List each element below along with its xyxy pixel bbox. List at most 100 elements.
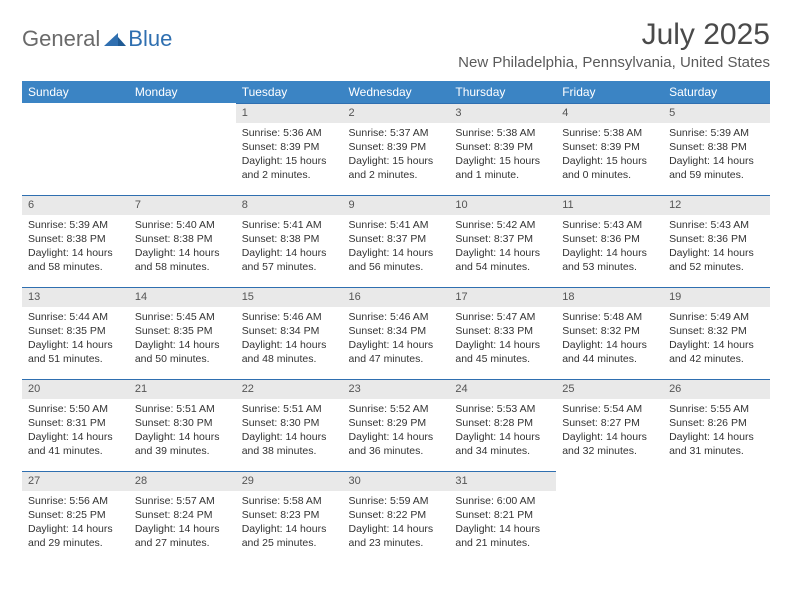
- sunset-text: Sunset: 8:36 PM: [562, 232, 657, 246]
- day-details: Sunrise: 5:53 AMSunset: 8:28 PMDaylight:…: [449, 399, 556, 465]
- sunset-text: Sunset: 8:34 PM: [242, 324, 337, 338]
- day-details: Sunrise: 5:39 AMSunset: 8:38 PMDaylight:…: [663, 123, 770, 189]
- sunset-text: Sunset: 8:39 PM: [242, 140, 337, 154]
- weekday-header: Tuesday: [236, 81, 343, 103]
- daylight-text-2: and 44 minutes.: [562, 352, 657, 366]
- day-details: Sunrise: 5:55 AMSunset: 8:26 PMDaylight:…: [663, 399, 770, 465]
- sunset-text: Sunset: 8:38 PM: [242, 232, 337, 246]
- day-number: 27: [22, 471, 129, 491]
- header: General Blue July 2025 New Philadelphia,…: [22, 18, 770, 71]
- daylight-text-1: Daylight: 14 hours: [135, 338, 230, 352]
- daylight-text-1: Daylight: 14 hours: [349, 430, 444, 444]
- day-number: 8: [236, 195, 343, 215]
- calendar-day-cell: 21Sunrise: 5:51 AMSunset: 8:30 PMDayligh…: [129, 379, 236, 471]
- daylight-text-2: and 38 minutes.: [242, 444, 337, 458]
- calendar-day-cell: .: [663, 471, 770, 563]
- daylight-text-2: and 32 minutes.: [562, 444, 657, 458]
- sunset-text: Sunset: 8:30 PM: [135, 416, 230, 430]
- sunset-text: Sunset: 8:21 PM: [455, 508, 550, 522]
- day-details: Sunrise: 6:00 AMSunset: 8:21 PMDaylight:…: [449, 491, 556, 557]
- daylight-text-2: and 56 minutes.: [349, 260, 444, 274]
- calendar-day-cell: 3Sunrise: 5:38 AMSunset: 8:39 PMDaylight…: [449, 103, 556, 195]
- day-details: Sunrise: 5:43 AMSunset: 8:36 PMDaylight:…: [663, 215, 770, 281]
- daylight-text-1: Daylight: 14 hours: [669, 338, 764, 352]
- daylight-text-1: Daylight: 14 hours: [242, 338, 337, 352]
- day-number: 30: [343, 471, 450, 491]
- daylight-text-1: Daylight: 14 hours: [242, 430, 337, 444]
- sunrise-text: Sunrise: 5:46 AM: [349, 310, 444, 324]
- daylight-text-1: Daylight: 14 hours: [669, 154, 764, 168]
- calendar-day-cell: 15Sunrise: 5:46 AMSunset: 8:34 PMDayligh…: [236, 287, 343, 379]
- day-number: 18: [556, 287, 663, 307]
- sunrise-text: Sunrise: 5:49 AM: [669, 310, 764, 324]
- day-number: 10: [449, 195, 556, 215]
- daylight-text-2: and 1 minute.: [455, 168, 550, 182]
- day-number: 11: [556, 195, 663, 215]
- sunrise-text: Sunrise: 5:51 AM: [135, 402, 230, 416]
- sunset-text: Sunset: 8:25 PM: [28, 508, 123, 522]
- calendar-day-cell: 7Sunrise: 5:40 AMSunset: 8:38 PMDaylight…: [129, 195, 236, 287]
- calendar-day-cell: 18Sunrise: 5:48 AMSunset: 8:32 PMDayligh…: [556, 287, 663, 379]
- sunset-text: Sunset: 8:32 PM: [562, 324, 657, 338]
- calendar-day-cell: 4Sunrise: 5:38 AMSunset: 8:39 PMDaylight…: [556, 103, 663, 195]
- sunset-text: Sunset: 8:34 PM: [349, 324, 444, 338]
- daylight-text-2: and 23 minutes.: [349, 536, 444, 550]
- daylight-text-2: and 50 minutes.: [135, 352, 230, 366]
- day-details: Sunrise: 5:46 AMSunset: 8:34 PMDaylight:…: [236, 307, 343, 373]
- sunrise-text: Sunrise: 5:55 AM: [669, 402, 764, 416]
- sunrise-text: Sunrise: 5:56 AM: [28, 494, 123, 508]
- day-number: 16: [343, 287, 450, 307]
- daylight-text-2: and 53 minutes.: [562, 260, 657, 274]
- sunrise-text: Sunrise: 5:48 AM: [562, 310, 657, 324]
- calendar-day-cell: 8Sunrise: 5:41 AMSunset: 8:38 PMDaylight…: [236, 195, 343, 287]
- day-details: Sunrise: 5:45 AMSunset: 8:35 PMDaylight:…: [129, 307, 236, 373]
- daylight-text-1: Daylight: 14 hours: [28, 338, 123, 352]
- daylight-text-1: Daylight: 15 hours: [562, 154, 657, 168]
- daylight-text-2: and 27 minutes.: [135, 536, 230, 550]
- sunrise-text: Sunrise: 5:52 AM: [349, 402, 444, 416]
- calendar-day-cell: 28Sunrise: 5:57 AMSunset: 8:24 PMDayligh…: [129, 471, 236, 563]
- day-number: 20: [22, 379, 129, 399]
- day-details: Sunrise: 5:36 AMSunset: 8:39 PMDaylight:…: [236, 123, 343, 189]
- sunset-text: Sunset: 8:35 PM: [135, 324, 230, 338]
- daylight-text-1: Daylight: 15 hours: [349, 154, 444, 168]
- day-details: Sunrise: 5:49 AMSunset: 8:32 PMDaylight:…: [663, 307, 770, 373]
- daylight-text-2: and 21 minutes.: [455, 536, 550, 550]
- weekday-header: Wednesday: [343, 81, 450, 103]
- day-details: Sunrise: 5:48 AMSunset: 8:32 PMDaylight:…: [556, 307, 663, 373]
- brand-mark-icon: [104, 28, 126, 51]
- daylight-text-1: Daylight: 14 hours: [349, 338, 444, 352]
- daylight-text-1: Daylight: 15 hours: [242, 154, 337, 168]
- daylight-text-2: and 57 minutes.: [242, 260, 337, 274]
- sunrise-text: Sunrise: 5:39 AM: [669, 126, 764, 140]
- calendar-day-cell: .: [129, 103, 236, 195]
- calendar-day-cell: 29Sunrise: 5:58 AMSunset: 8:23 PMDayligh…: [236, 471, 343, 563]
- day-details: Sunrise: 5:51 AMSunset: 8:30 PMDaylight:…: [129, 399, 236, 465]
- weekday-header: Saturday: [663, 81, 770, 103]
- sunset-text: Sunset: 8:39 PM: [349, 140, 444, 154]
- day-details: Sunrise: 5:47 AMSunset: 8:33 PMDaylight:…: [449, 307, 556, 373]
- daylight-text-1: Daylight: 14 hours: [669, 430, 764, 444]
- sunset-text: Sunset: 8:23 PM: [242, 508, 337, 522]
- sunrise-text: Sunrise: 5:42 AM: [455, 218, 550, 232]
- day-number: 26: [663, 379, 770, 399]
- daylight-text-1: Daylight: 14 hours: [455, 430, 550, 444]
- sunrise-text: Sunrise: 5:41 AM: [242, 218, 337, 232]
- calendar-day-cell: 9Sunrise: 5:41 AMSunset: 8:37 PMDaylight…: [343, 195, 450, 287]
- daylight-text-2: and 52 minutes.: [669, 260, 764, 274]
- sunset-text: Sunset: 8:31 PM: [28, 416, 123, 430]
- calendar-day-cell: 23Sunrise: 5:52 AMSunset: 8:29 PMDayligh…: [343, 379, 450, 471]
- sunrise-text: Sunrise: 5:38 AM: [562, 126, 657, 140]
- daylight-text-1: Daylight: 14 hours: [349, 246, 444, 260]
- sunset-text: Sunset: 8:35 PM: [28, 324, 123, 338]
- sunset-text: Sunset: 8:37 PM: [349, 232, 444, 246]
- calendar-day-cell: 17Sunrise: 5:47 AMSunset: 8:33 PMDayligh…: [449, 287, 556, 379]
- daylight-text-1: Daylight: 14 hours: [455, 522, 550, 536]
- sunrise-text: Sunrise: 5:59 AM: [349, 494, 444, 508]
- daylight-text-2: and 34 minutes.: [455, 444, 550, 458]
- calendar-day-cell: 6Sunrise: 5:39 AMSunset: 8:38 PMDaylight…: [22, 195, 129, 287]
- day-details: Sunrise: 5:50 AMSunset: 8:31 PMDaylight:…: [22, 399, 129, 465]
- sunset-text: Sunset: 8:38 PM: [669, 140, 764, 154]
- calendar-header-row: SundayMondayTuesdayWednesdayThursdayFrid…: [22, 81, 770, 103]
- calendar-day-cell: 27Sunrise: 5:56 AMSunset: 8:25 PMDayligh…: [22, 471, 129, 563]
